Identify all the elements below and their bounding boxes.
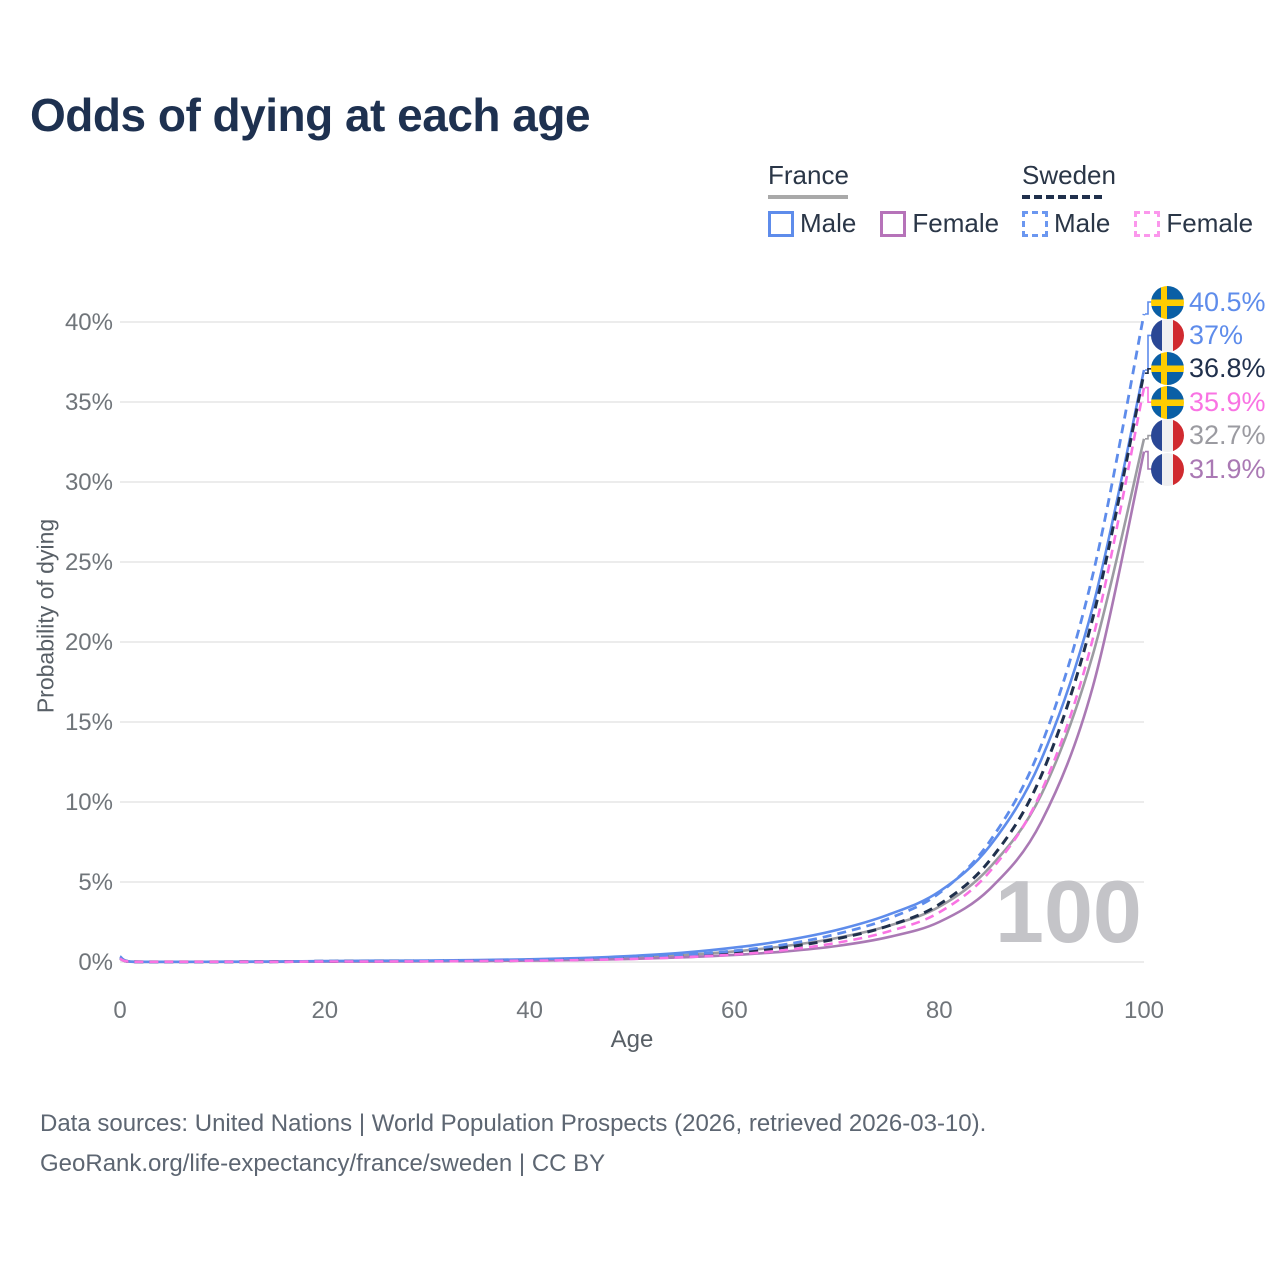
- legend-label-sweden-female: Female: [1166, 208, 1254, 238]
- france-total-line-swatch: [768, 195, 848, 199]
- footer-attribution: GeoRank.org/life-expectancy/france/swede…: [40, 1150, 606, 1177]
- x-tick-label: 40: [516, 997, 543, 1024]
- leader-line: [1145, 386, 1152, 403]
- sweden-flag-icon: [1151, 385, 1184, 419]
- leader-line: [1145, 450, 1152, 470]
- age-marker-watermark: 100: [995, 862, 1142, 961]
- end-value: 32.7%: [1189, 420, 1266, 451]
- y-tick-label: 5%: [78, 869, 113, 896]
- y-tick-label: 25%: [65, 549, 113, 576]
- legend-label-france-male: Male: [800, 208, 857, 238]
- leader-line: [1145, 334, 1152, 371]
- sweden-flag-icon: [1151, 285, 1184, 319]
- x-tick-label: 80: [926, 997, 953, 1024]
- line-france-total: [119, 438, 1146, 964]
- sweden-total-line-swatch: [1022, 195, 1102, 199]
- leader-line: [1145, 368, 1152, 374]
- chart-title: Odds of dying at each age: [30, 89, 591, 141]
- end-label-france-total: 32.7%: [1151, 419, 1266, 453]
- y-tick-label: 0%: [78, 949, 113, 976]
- y-tick-label: 35%: [65, 389, 113, 416]
- x-tick-label: 100: [1124, 997, 1164, 1024]
- sweden-flag-icon: [1151, 352, 1184, 386]
- end-label-sweden-total: 36.8%: [1151, 352, 1266, 386]
- france-male-swatch: [768, 210, 794, 237]
- legend-label-sweden-male: Male: [1054, 208, 1111, 238]
- y-tick-label: 30%: [65, 469, 113, 496]
- y-tick-label: 20%: [65, 629, 113, 656]
- end-label-france-female: 31.9%: [1151, 452, 1266, 486]
- sweden-female-swatch: [1134, 210, 1161, 237]
- end-value: 35.9%: [1189, 386, 1266, 417]
- legend-group-france: France Male Female: [768, 160, 1023, 239]
- end-value: 40.5%: [1189, 286, 1266, 317]
- leader-line: [1145, 301, 1152, 315]
- line-sweden-total: [119, 372, 1146, 964]
- y-tick-label: 40%: [65, 309, 113, 336]
- end-label-sweden-male: 40.5%: [1151, 285, 1266, 319]
- legend-group-sweden: Sweden Male Female: [1022, 160, 1277, 239]
- end-value: 37%: [1189, 319, 1244, 350]
- france-flag-icon: [1151, 452, 1184, 486]
- france-female-swatch: [880, 210, 907, 237]
- line-sweden-male: [119, 313, 1146, 964]
- y-tick-label: 15%: [65, 709, 113, 736]
- sweden-male-swatch: [1022, 210, 1048, 237]
- legend-sweden-title: Sweden: [1022, 160, 1116, 190]
- leader-line: [1145, 434, 1152, 440]
- end-value: 36.8%: [1189, 353, 1266, 384]
- x-tick-label: 20: [311, 997, 338, 1024]
- footer-data-sources: Data sources: United Nations | World Pop…: [40, 1110, 987, 1137]
- end-label-sweden-female: 35.9%: [1151, 385, 1266, 419]
- x-axis-title: Age: [610, 1026, 654, 1053]
- france-flag-icon: [1151, 318, 1184, 352]
- line-france-male: [119, 369, 1146, 964]
- legend-france-title: France: [768, 160, 849, 190]
- line-sweden-female: [119, 387, 1146, 964]
- france-flag-icon: [1151, 419, 1184, 453]
- x-tick-label: 60: [721, 997, 748, 1024]
- x-tick-label: 0: [113, 997, 126, 1024]
- legend-label-france-female: Female: [912, 208, 1000, 238]
- end-value: 31.9%: [1189, 453, 1266, 484]
- end-label-france-male: 37%: [1151, 318, 1243, 352]
- y-tick-label: 10%: [65, 789, 113, 816]
- y-axis-title: Probability of dying: [32, 518, 59, 714]
- line-france-female: [119, 451, 1146, 964]
